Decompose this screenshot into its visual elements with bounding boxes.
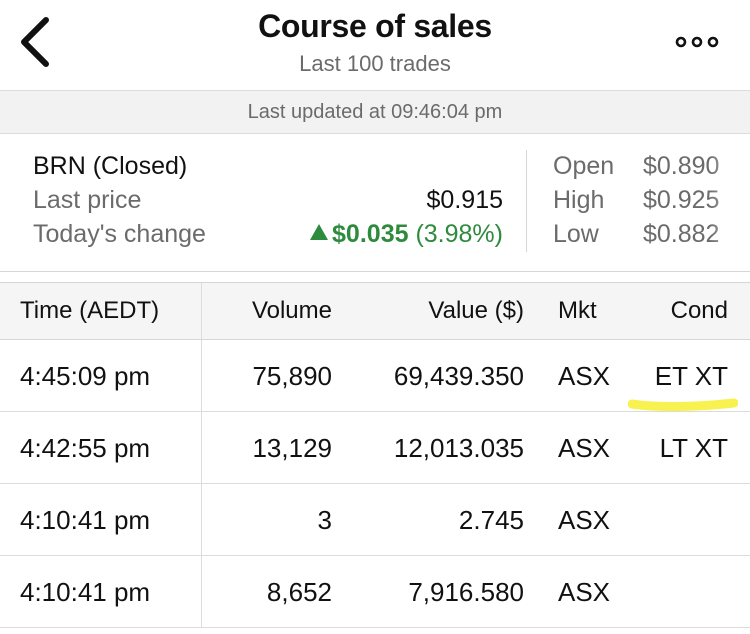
trade-value: 2.745 (458, 505, 524, 535)
table-row[interactable]: 4:10:41 pm 8,652 7,916.580 ASX (0, 556, 750, 628)
header-value[interactable]: Value ($) (428, 297, 524, 324)
trade-market: ASX (558, 433, 611, 463)
table-row[interactable]: 4:42:55 pm 13,129 12,013.035 ASX LT XT (0, 412, 750, 484)
summary-left: BRN (Closed) Last price $0.915 Today's c… (33, 152, 503, 254)
column-divider (201, 484, 202, 555)
change-percent: (3.98%) (415, 220, 503, 248)
trades-table: Time (AEDT) Volume Value ($) Mkt Cond 4:… (0, 282, 750, 628)
trade-volume: 8,652 (266, 577, 332, 607)
stock-name: BRN (Closed) (33, 152, 188, 180)
high-row: High $0.925 (553, 186, 750, 220)
chevron-left-icon (21, 17, 49, 67)
trade-condition: LT XT (659, 433, 728, 463)
column-divider (201, 340, 202, 411)
trade-market: ASX (558, 577, 611, 607)
page-subtitle: Last 100 trades (299, 51, 451, 76)
highlighter-mark (628, 398, 738, 411)
high-label: High (553, 186, 605, 214)
table-header: Time (AEDT) Volume Value ($) Mkt Cond (0, 282, 750, 340)
page-title: Course of sales (258, 8, 492, 44)
trade-time: 4:45:09 pm (20, 361, 151, 391)
title-block: Course of sales Last 100 trades (0, 8, 750, 77)
more-horizontal-icon (675, 36, 719, 48)
open-label: Open (553, 152, 615, 180)
table-row[interactable]: 4:10:41 pm 3 2.745 ASX (0, 484, 750, 556)
trade-value: 7,916.580 (408, 577, 524, 607)
header-time[interactable]: Time (AEDT) (20, 297, 160, 324)
last-price-value: $0.915 (426, 186, 503, 214)
column-divider (201, 283, 202, 339)
column-divider (201, 412, 202, 483)
trade-condition: ET XT (654, 361, 728, 391)
trade-time: 4:10:41 pm (20, 505, 151, 535)
trade-market: ASX (558, 361, 611, 391)
column-divider (201, 556, 202, 627)
high-value: $0.925 (643, 186, 720, 214)
trade-time: 4:10:41 pm (20, 577, 151, 607)
header-cond[interactable]: Cond (670, 297, 728, 324)
open-row: Open $0.890 (553, 152, 750, 186)
change-row: Today's change $0.035 (3.98%) (33, 220, 503, 254)
low-label: Low (553, 220, 599, 248)
last-price-row: Last price $0.915 (33, 186, 503, 220)
up-triangle-icon (310, 224, 329, 240)
summary-right: Open $0.890 High $0.925 Low $0.882 (553, 152, 750, 254)
trade-value: 12,013.035 (393, 433, 524, 463)
trade-value: 69,439.350 (393, 361, 524, 391)
trade-volume: 3 (317, 505, 332, 535)
trade-time: 4:42:55 pm (20, 433, 151, 463)
back-button[interactable] (14, 12, 58, 72)
last-updated-bar: Last updated at 09:46:04 pm (0, 90, 750, 134)
price-summary: BRN (Closed) Last price $0.915 Today's c… (0, 134, 750, 272)
more-button[interactable] (674, 30, 720, 54)
low-row: Low $0.882 (553, 220, 750, 254)
change-value: $0.035 (332, 220, 409, 248)
summary-name-row: BRN (Closed) (33, 152, 503, 186)
scroll-fade (710, 150, 750, 260)
trade-volume: 75,890 (252, 361, 332, 391)
change-label: Today's change (33, 220, 206, 248)
trade-volume: 13,129 (252, 433, 332, 463)
header: Course of sales Last 100 trades (0, 0, 750, 90)
change-value-group: $0.035 (3.98%) (310, 220, 503, 249)
low-value: $0.882 (643, 220, 720, 248)
header-volume[interactable]: Volume (251, 297, 332, 324)
table-row[interactable]: 4:45:09 pm 75,890 69,439.350 ASX ET XT (0, 340, 750, 412)
header-mkt[interactable]: Mkt (558, 297, 597, 324)
open-value: $0.890 (643, 152, 720, 180)
last-price-label: Last price (33, 186, 142, 214)
trade-market: ASX (558, 505, 611, 535)
summary-divider (526, 150, 527, 252)
